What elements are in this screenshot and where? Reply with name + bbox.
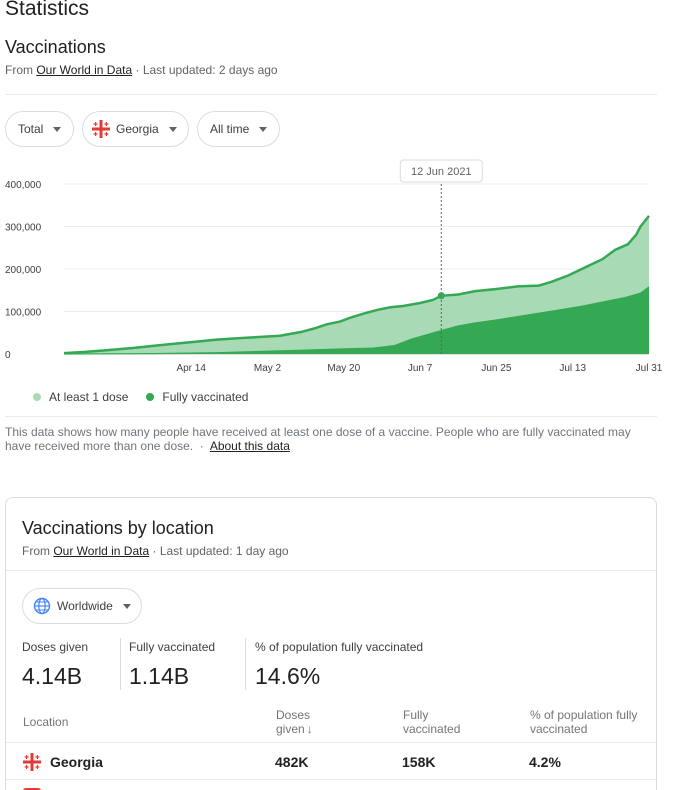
- y-tick-label: 200,000: [5, 265, 42, 276]
- header-line: given ↓: [276, 722, 313, 736]
- series-line-1: [63, 286, 650, 355]
- stat-label: % of population fully vaccinated: [255, 640, 424, 654]
- legend-dot-icon: [33, 393, 41, 401]
- region-dropdown[interactable]: Worldwide: [22, 588, 142, 624]
- divider: [6, 779, 656, 780]
- country-dropdown[interactable]: Georgia: [82, 111, 189, 147]
- stat-divider: [120, 638, 121, 690]
- divider: [5, 94, 657, 95]
- source-link[interactable]: Our World in Data: [36, 63, 133, 77]
- caret-down-icon: [122, 603, 131, 609]
- vaccinations-by-location-card: Vaccinations by location From Our World …: [5, 497, 657, 790]
- metric-label: Total: [18, 122, 44, 136]
- x-tick-label: Jul 13: [559, 363, 586, 374]
- caret-down-icon: [168, 126, 177, 132]
- cell-pct: 4.2%: [529, 754, 561, 770]
- note-text: This data shows how many people have rec…: [5, 425, 631, 453]
- about-data-link[interactable]: About this data: [209, 439, 290, 453]
- legend-label: At least 1 dose: [49, 390, 129, 404]
- card-title: Vaccinations by location: [22, 518, 214, 538]
- x-tick-label: Jun 7: [408, 363, 433, 374]
- tooltip-box: [399, 159, 483, 183]
- page-title: Statistics: [5, 0, 90, 20]
- x-tick-label: Jul 31: [636, 363, 663, 374]
- sort-arrow-down-icon: ↓: [306, 722, 313, 736]
- vaccination-chart[interactable]: 0 100,000 200,000 300,000 400,000 Apr 14 May 2…: [0, 155, 683, 380]
- chart-legend: At least 1 dose Fully vaccinated: [33, 390, 266, 404]
- stat-doses: Doses given 4.14B: [22, 640, 88, 689]
- caret-down-icon: [259, 126, 268, 132]
- stat-value: 1.14B: [129, 663, 190, 689]
- y-tick-label: 400,000: [5, 180, 42, 191]
- y-tick-label: 100,000: [5, 308, 42, 319]
- x-tick-label: Apr 14: [176, 363, 206, 374]
- caret-down-icon: [53, 126, 62, 132]
- stat-value: 14.6%: [255, 663, 321, 689]
- source-prefix: From: [5, 63, 33, 77]
- hover-point: [437, 292, 445, 300]
- header-line: Doses: [276, 708, 311, 722]
- note-separator: ·: [199, 439, 204, 453]
- divider: [5, 416, 657, 417]
- series-line-0: [63, 215, 650, 355]
- source-line: From Our World in Data · Last updated: 2…: [5, 63, 278, 77]
- legend-label: Fully vaccinated: [162, 390, 249, 404]
- column-header-location[interactable]: Location: [23, 715, 69, 729]
- column-header-doses[interactable]: Doses given ↓: [276, 708, 313, 736]
- stat-label: Doses given: [22, 640, 89, 654]
- y-tick-label: 300,000: [5, 223, 42, 234]
- column-header-fully[interactable]: Fully vaccinated: [403, 708, 460, 736]
- tooltip-date: 12 Jun 2021: [411, 166, 472, 178]
- georgia-flag-icon: [92, 120, 110, 138]
- y-tick-label: 0: [5, 350, 11, 361]
- globe-icon: [33, 597, 51, 615]
- header-line: vaccinated: [530, 722, 588, 736]
- range-label: All time: [210, 122, 250, 136]
- stat-value: 4.14B: [22, 663, 83, 689]
- data-note: This data shows how many people have rec…: [5, 425, 645, 453]
- georgia-flag-icon: [23, 753, 41, 771]
- x-tick-label: May 2: [254, 363, 282, 374]
- source-prefix: From: [22, 544, 50, 558]
- vaccinations-title: Vaccinations: [5, 37, 106, 57]
- region-label: Worldwide: [57, 599, 113, 613]
- last-updated: · Last updated: 1 day ago: [152, 544, 289, 558]
- legend-dot-icon: [146, 393, 155, 401]
- card-source-line: From Our World in Data · Last updated: 1…: [22, 544, 289, 558]
- range-dropdown[interactable]: All time: [197, 111, 280, 147]
- cell-doses: 482K: [275, 754, 309, 770]
- divider: [6, 742, 656, 743]
- stat-pct: % of population fully vaccinated 14.6%: [255, 640, 423, 689]
- column-header-pct[interactable]: % of population fully vaccinated: [530, 708, 637, 736]
- divider: [6, 570, 656, 571]
- cell-location: Georgia: [50, 754, 103, 770]
- source-link[interactable]: Our World in Data: [53, 544, 150, 558]
- header-line: % of population fully: [530, 708, 638, 722]
- legend-item-second[interactable]: Fully vaccinated: [146, 390, 248, 404]
- x-tick-label: May 20: [327, 363, 360, 374]
- stat-fully: Fully vaccinated 1.14B: [129, 640, 215, 689]
- header-line: vaccinated: [403, 722, 461, 736]
- metric-dropdown[interactable]: Total: [5, 111, 74, 147]
- stat-label: Fully vaccinated: [129, 640, 216, 654]
- stat-divider: [245, 638, 246, 690]
- legend-item-first[interactable]: At least 1 dose: [33, 390, 128, 404]
- header-line: Fully: [403, 708, 429, 722]
- next-row-flag-icon: [23, 788, 41, 790]
- header-text: given: [276, 722, 305, 736]
- x-tick-label: Jun 25: [481, 363, 511, 374]
- country-label: Georgia: [116, 122, 159, 136]
- series-area-1: [64, 286, 649, 354]
- last-updated: · Last updated: 2 days ago: [135, 63, 278, 77]
- cell-fully: 158K: [402, 754, 436, 770]
